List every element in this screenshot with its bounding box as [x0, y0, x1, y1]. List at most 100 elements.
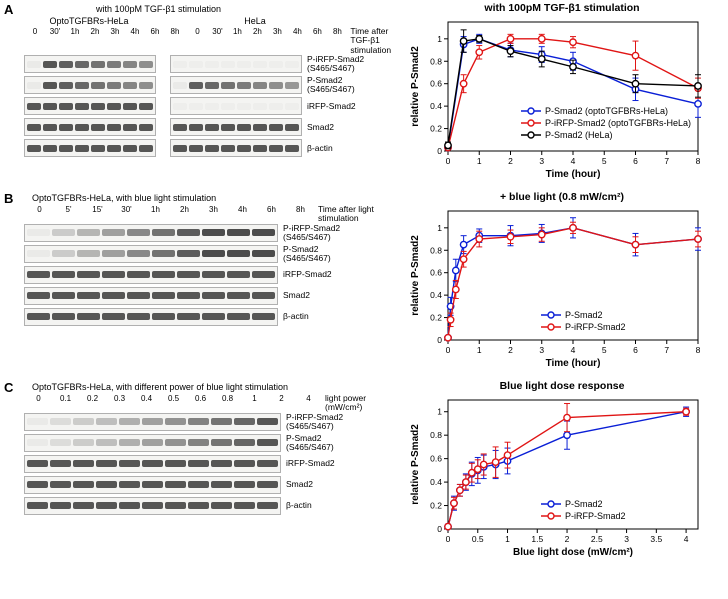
- panel-c-sidecaption: light power (mW/cm²): [325, 394, 396, 413]
- lane-label: 8h: [166, 27, 184, 36]
- lane-label: 0: [188, 27, 206, 36]
- panel-a-left: A with 100pM TGF-β1 stimulation OptoTGFB…: [0, 0, 400, 183]
- lane-label: 0: [26, 205, 53, 214]
- svg-text:1: 1: [437, 34, 442, 44]
- gel-row: iRFP-Smad2: [24, 97, 396, 115]
- svg-text:0.4: 0.4: [430, 101, 442, 111]
- svg-text:4: 4: [571, 156, 576, 166]
- gel-row: iRFP-Smad2: [24, 266, 396, 284]
- panel-c: C OptoTGFBRs-HeLa, with different power …: [0, 378, 728, 561]
- lane-label: 0: [26, 394, 51, 403]
- svg-text:0.4: 0.4: [430, 290, 442, 300]
- gel-row: Smad2: [24, 118, 396, 136]
- gel-label: P-iRFP-Smad2 (S465/S467): [283, 224, 340, 242]
- svg-text:6: 6: [633, 345, 638, 355]
- chart-b-title: + blue light (0.8 mW/cm²): [406, 191, 718, 203]
- panel-b: B OptoTGFBRs-HeLa, with blue light stimu…: [0, 189, 728, 372]
- chart-a: 01234567800.20.40.60.81Time (hour)relati…: [406, 16, 706, 181]
- svg-text:0.5: 0.5: [472, 534, 484, 544]
- svg-text:8: 8: [696, 345, 701, 355]
- svg-text:relative P-Smad2: relative P-Smad2: [410, 424, 421, 505]
- panel-b-topcaption: OptoTGFBRs-HeLa, with blue light stimula…: [32, 193, 396, 203]
- panel-a-laneheads-right: 030'1h2h3h4h6h8h: [188, 27, 346, 36]
- svg-text:0: 0: [437, 146, 442, 156]
- gel-label: iRFP-Smad2: [283, 270, 332, 279]
- svg-text:relative P-Smad2: relative P-Smad2: [410, 46, 421, 127]
- svg-text:5: 5: [602, 345, 607, 355]
- lane-label: 0.6: [188, 394, 213, 403]
- lane-label: 30': [113, 205, 140, 214]
- lane-label: 6h: [308, 27, 326, 36]
- svg-text:2: 2: [508, 156, 513, 166]
- svg-text:2: 2: [565, 534, 570, 544]
- panel-b-gels: P-iRFP-Smad2 (S465/S467) P-Smad2 (S465/S4…: [24, 224, 396, 326]
- panel-a-laneheads-left: 030'1h2h3h4h6h8h: [26, 27, 184, 36]
- gel-label: P-iRFP-Smad2 (S465/S467): [307, 55, 364, 73]
- lane-label: 0.2: [80, 394, 105, 403]
- lane-label: 2: [269, 394, 294, 403]
- lane-label: 1h: [142, 205, 169, 214]
- panel-c-laneheads: 00.10.20.30.40.50.60.8124: [26, 394, 321, 403]
- svg-text:0.6: 0.6: [430, 454, 442, 464]
- lane-label: 3h: [106, 27, 124, 36]
- lane-label: 0.4: [134, 394, 159, 403]
- svg-text:1: 1: [477, 156, 482, 166]
- lane-label: 2h: [86, 27, 104, 36]
- svg-text:0.2: 0.2: [430, 124, 442, 134]
- panel-a-sidecaption: Time after TGF-β1 stimulation: [350, 27, 396, 55]
- lane-label: 0.3: [107, 394, 132, 403]
- gel-row: P-iRFP-Smad2 (S465/S467): [24, 413, 396, 431]
- lane-label: 1h: [66, 27, 84, 36]
- gel-label: P-Smad2 (S465/S467): [286, 434, 334, 452]
- svg-text:1: 1: [437, 223, 442, 233]
- lane-label: 8h: [328, 27, 346, 36]
- gel-label: β-actin: [283, 312, 309, 321]
- chart-c-title: Blue light dose response: [406, 380, 718, 392]
- gel-row: P-Smad2 (S465/S467): [24, 245, 396, 263]
- svg-text:1: 1: [477, 345, 482, 355]
- gel-row: P-Smad2 (S465/S467): [24, 76, 396, 94]
- chart-c: 00.511.522.533.5400.20.40.60.81Blue ligh…: [406, 394, 706, 559]
- svg-text:P-Smad2 (optoTGFBRs-HeLa): P-Smad2 (optoTGFBRs-HeLa): [545, 106, 668, 116]
- gel-row: β-actin: [24, 139, 396, 157]
- lane-label: 2h: [248, 27, 266, 36]
- gel-label: Smad2: [286, 480, 313, 489]
- lane-label: 1: [242, 394, 267, 403]
- lane-label: 4: [296, 394, 321, 403]
- svg-text:1: 1: [505, 534, 510, 544]
- svg-text:0: 0: [446, 156, 451, 166]
- panel-a-subleft: OptoTGFBRs-HeLa: [6, 16, 172, 26]
- lane-label: 2h: [171, 205, 198, 214]
- gel-row: P-iRFP-Smad2 (S465/S467): [24, 224, 396, 242]
- svg-text:1: 1: [437, 407, 442, 417]
- svg-text:0.2: 0.2: [430, 313, 442, 323]
- gel-label: P-iRFP-Smad2 (S465/S467): [286, 413, 343, 431]
- panel-c-topcaption: OptoTGFBRs-HeLa, with different power of…: [32, 382, 396, 392]
- svg-text:3: 3: [624, 534, 629, 544]
- lane-label: 30': [46, 27, 64, 36]
- svg-text:7: 7: [664, 345, 669, 355]
- panel-b-right: + blue light (0.8 mW/cm²) 01234567800.20…: [400, 189, 728, 372]
- gel-row: β-actin: [24, 308, 396, 326]
- svg-text:0.8: 0.8: [430, 245, 442, 255]
- lane-label: 0: [26, 27, 44, 36]
- lane-label: 5': [55, 205, 82, 214]
- gel-row: iRFP-Smad2: [24, 455, 396, 473]
- lane-label: 15': [84, 205, 111, 214]
- svg-text:3.5: 3.5: [650, 534, 662, 544]
- svg-text:1.5: 1.5: [531, 534, 543, 544]
- panel-a-topcaption: with 100pM TGF-β1 stimulation: [96, 4, 396, 14]
- svg-text:0: 0: [446, 534, 451, 544]
- svg-text:2.5: 2.5: [591, 534, 603, 544]
- svg-text:P-Smad2: P-Smad2: [565, 310, 603, 320]
- svg-text:0: 0: [446, 345, 451, 355]
- gel-row: Smad2: [24, 287, 396, 305]
- gel-label: Smad2: [283, 291, 310, 300]
- lane-label: 6h: [258, 205, 285, 214]
- lane-label: 4h: [229, 205, 256, 214]
- svg-text:0.8: 0.8: [430, 56, 442, 66]
- svg-text:P-Smad2 (HeLa): P-Smad2 (HeLa): [545, 130, 613, 140]
- svg-text:0.8: 0.8: [430, 430, 442, 440]
- chart-b: 01234567800.20.40.60.81Time (hour)relati…: [406, 205, 706, 370]
- svg-text:0.4: 0.4: [430, 477, 442, 487]
